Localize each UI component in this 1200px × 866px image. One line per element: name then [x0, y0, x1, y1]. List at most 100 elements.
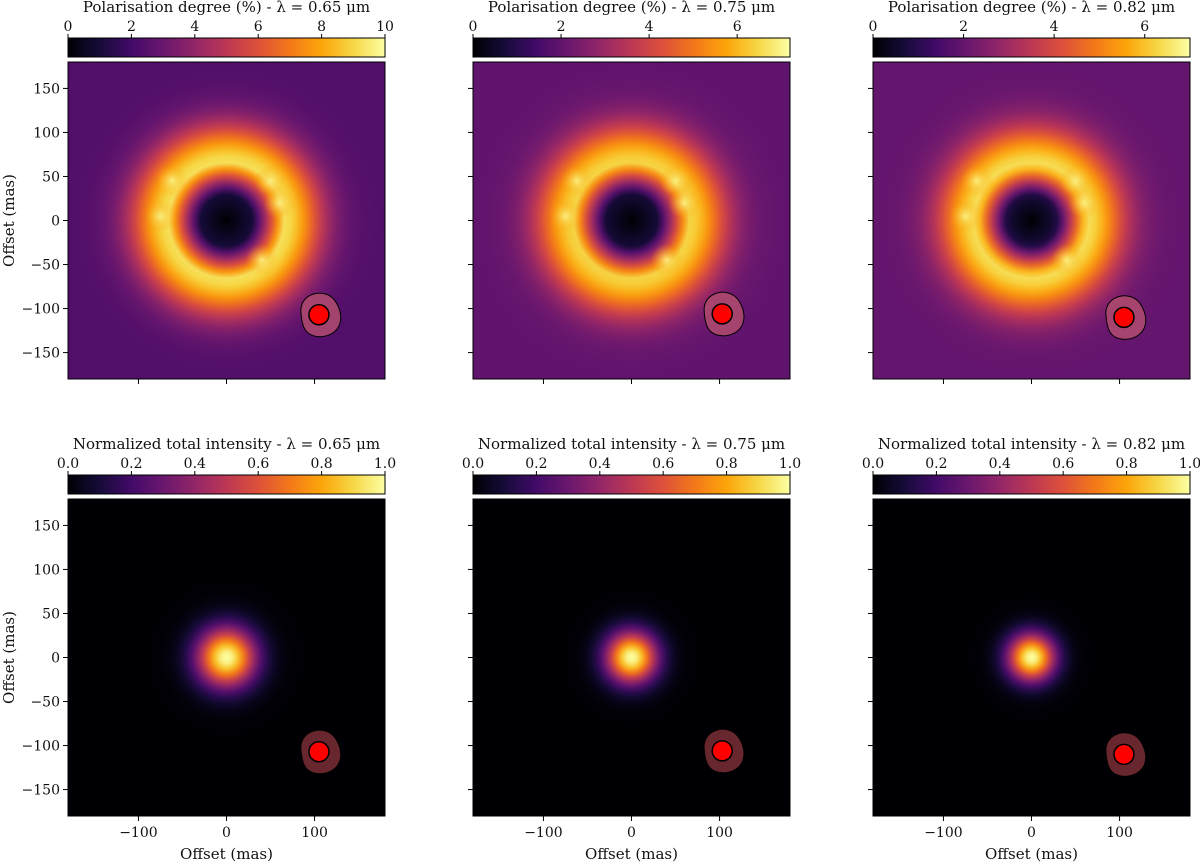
colorbar-tick-label: 4: [1050, 19, 1059, 35]
panel-pol-075: 0 2 4 6 Polarisation degree (%) - λ = 0.75 μ…: [468, 0, 791, 384]
x-axis-label: Offset (mas): [180, 845, 273, 862]
colorbar-tick-label: 0: [869, 19, 878, 35]
x-tick-label: 0: [1027, 825, 1036, 841]
ring-knot: [560, 164, 593, 197]
colorbar-tick-label: 2: [127, 19, 136, 35]
source-peak: [957, 583, 1106, 732]
ring-knot: [960, 164, 993, 197]
ring-knot: [668, 186, 701, 219]
colorbar-tick-label: 4: [645, 19, 654, 35]
x-tick-label: 100: [706, 825, 733, 841]
y-tick-label: 150: [33, 81, 60, 97]
colorbar-tick-label: 0.6: [652, 456, 674, 472]
x-tick-label: 100: [1106, 825, 1133, 841]
ring-knot: [263, 186, 296, 219]
y-tick-label: −100: [22, 302, 60, 318]
colorbar-tick-label: 0.6: [247, 456, 269, 472]
polarisation-ring: [72, 66, 381, 375]
heatmap-image: [473, 499, 790, 816]
y-tick-label: 100: [33, 125, 60, 141]
colorbar-tick-label: 0: [469, 19, 478, 35]
colorbar-tick-label: 0.4: [184, 456, 206, 472]
source-peak: [550, 576, 713, 739]
colorbar: [472, 37, 791, 58]
ring-knot: [155, 164, 188, 197]
ring-knot: [144, 200, 177, 233]
colorbar-tick-label: 6: [254, 19, 263, 35]
ring-knot: [650, 244, 683, 277]
y-tick-label: 0: [51, 214, 60, 230]
x-axis-label: Offset (mas): [585, 845, 678, 862]
colorbar-tick-label: 6: [733, 19, 742, 35]
ring-knot: [245, 244, 278, 277]
y-axis-label: Offset (mas): [0, 174, 18, 267]
y-tick-label: 50: [42, 606, 60, 622]
x-tick-label: 100: [301, 825, 328, 841]
colorbar-tick-label: 0.8: [715, 456, 737, 472]
ring-knot: [949, 200, 982, 233]
colorbar-tick-label: 0.2: [925, 456, 947, 472]
colorbar-tick-label: 0.0: [862, 456, 884, 472]
colorbar: [67, 474, 386, 495]
colorbar-tick-label: 0.8: [310, 456, 332, 472]
colorbar-tick-label: 0.2: [525, 456, 547, 472]
panel-title: Normalized total intensity - λ = 0.82 μm: [878, 435, 1185, 453]
heatmap-image: [473, 62, 790, 379]
colorbar-tick-label: 10: [376, 19, 394, 35]
colorbar-tick-label: 0.4: [589, 456, 611, 472]
colorbar: [472, 474, 791, 495]
colorbar: [872, 474, 1191, 495]
y-tick-label: −150: [22, 346, 60, 362]
y-tick-label: 100: [33, 562, 60, 578]
ring-knot: [549, 200, 582, 233]
colorbar-tick-label: 1.0: [1179, 456, 1200, 472]
y-axis-label: Offset (mas): [0, 611, 18, 704]
heatmap-image: [68, 62, 385, 379]
x-tick-label: −100: [119, 825, 157, 841]
panel-pol-082: 0 2 4 6 Polarisation degree (%) - λ = 0.82 μ…: [868, 0, 1191, 384]
y-tick-label: −50: [30, 258, 60, 274]
panel-title: Polarisation degree (%) - λ = 0.75 μm: [488, 0, 775, 16]
y-tick-label: −50: [30, 695, 60, 711]
colorbar-tick-label: 0: [64, 19, 73, 35]
x-tick-label: 0: [627, 825, 636, 841]
y-tick-label: −100: [22, 739, 60, 755]
colorbar-tick-label: 1.0: [374, 456, 396, 472]
panel-title: Polarisation degree (%) - λ = 0.65 μm: [83, 0, 370, 16]
colorbar-tick-label: 0.2: [120, 456, 142, 472]
colorbar: [872, 37, 1191, 58]
ring-knot: [1068, 186, 1101, 219]
y-tick-label: 50: [42, 169, 60, 185]
ring-knot: [1050, 244, 1083, 277]
colorbar-tick-label: 0.6: [1052, 456, 1074, 472]
panel-title: Normalized total intensity - λ = 0.75 μm: [478, 435, 785, 453]
colorbar-tick-label: 2: [557, 19, 566, 35]
colorbar-tick-label: 0.0: [462, 456, 484, 472]
x-tick-label: 0: [222, 825, 231, 841]
colorbar-tick-label: 0.8: [1115, 456, 1137, 472]
colorbar-tick-label: 0.4: [989, 456, 1011, 472]
panel-int-082: −100 0 100 Offset (mas) 0.0 0.2 0.4 0.6 0.8 1.0 No…: [862, 435, 1200, 863]
heatmap-image: [68, 499, 385, 816]
beam-marker: [711, 303, 733, 325]
x-axis-label: Offset (mas): [985, 845, 1078, 862]
panel-title: Polarisation degree (%) - λ = 0.82 μm: [888, 0, 1175, 16]
panel-int-075: −100 0 100 Offset (mas) 0.0 0.2 0.4 0.6 0.8 1.0 No…: [462, 435, 801, 863]
y-tick-label: −150: [22, 783, 60, 799]
polarisation-ring: [877, 66, 1186, 375]
y-tick-label: 150: [33, 518, 60, 534]
beam-marker: [1113, 743, 1135, 766]
y-tick-label: 0: [51, 651, 60, 667]
colorbar-tick-label: 0.0: [57, 456, 79, 472]
x-tick-label: −100: [524, 825, 562, 841]
panel-pol-065: 150 100 50 0 −50 −100 −150 Offset (mas) 0 2 4 6 8 10 P…: [0, 0, 394, 384]
beam-marker: [1113, 306, 1135, 329]
beam-marker: [711, 740, 733, 762]
colorbar-tick-label: 2: [959, 19, 968, 35]
colorbar: [67, 37, 386, 58]
colorbar-tick-label: 4: [190, 19, 199, 35]
source-peak: [133, 564, 320, 751]
x-tick-label: −100: [924, 825, 962, 841]
